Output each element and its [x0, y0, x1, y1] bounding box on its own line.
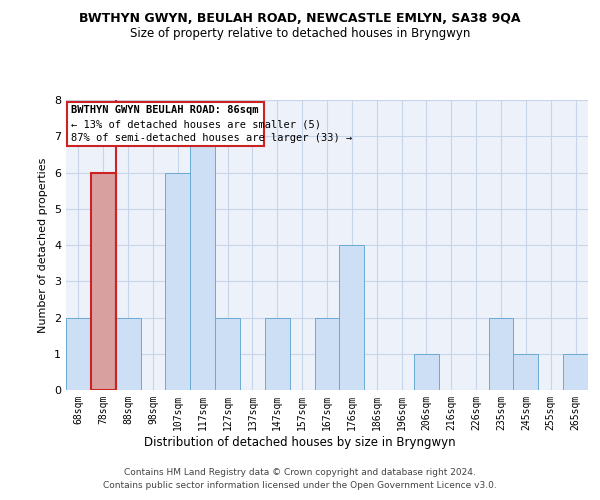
Bar: [116, 318, 140, 390]
Bar: [488, 318, 514, 390]
Bar: [414, 354, 439, 390]
Text: BWTHYN GWYN, BEULAH ROAD, NEWCASTLE EMLYN, SA38 9QA: BWTHYN GWYN, BEULAH ROAD, NEWCASTLE EMLY…: [79, 12, 521, 26]
Text: Distribution of detached houses by size in Bryngwyn: Distribution of detached houses by size …: [144, 436, 456, 449]
Bar: [340, 245, 364, 390]
Bar: [166, 172, 190, 390]
Bar: [314, 318, 340, 390]
Text: Size of property relative to detached houses in Bryngwyn: Size of property relative to detached ho…: [130, 28, 470, 40]
Text: ← 13% of detached houses are smaller (5): ← 13% of detached houses are smaller (5): [71, 120, 321, 130]
Text: Contains HM Land Registry data © Crown copyright and database right 2024.: Contains HM Land Registry data © Crown c…: [124, 468, 476, 477]
Text: 87% of semi-detached houses are larger (33) →: 87% of semi-detached houses are larger (…: [71, 133, 352, 143]
Text: BWTHYN GWYN BEULAH ROAD: 86sqm: BWTHYN GWYN BEULAH ROAD: 86sqm: [71, 105, 259, 115]
Bar: [514, 354, 538, 390]
Bar: [91, 172, 116, 390]
FancyBboxPatch shape: [67, 102, 263, 146]
Bar: [265, 318, 290, 390]
Bar: [66, 318, 91, 390]
Bar: [563, 354, 588, 390]
Y-axis label: Number of detached properties: Number of detached properties: [38, 158, 49, 332]
Bar: [190, 136, 215, 390]
Bar: [215, 318, 240, 390]
Text: Contains public sector information licensed under the Open Government Licence v3: Contains public sector information licen…: [103, 480, 497, 490]
